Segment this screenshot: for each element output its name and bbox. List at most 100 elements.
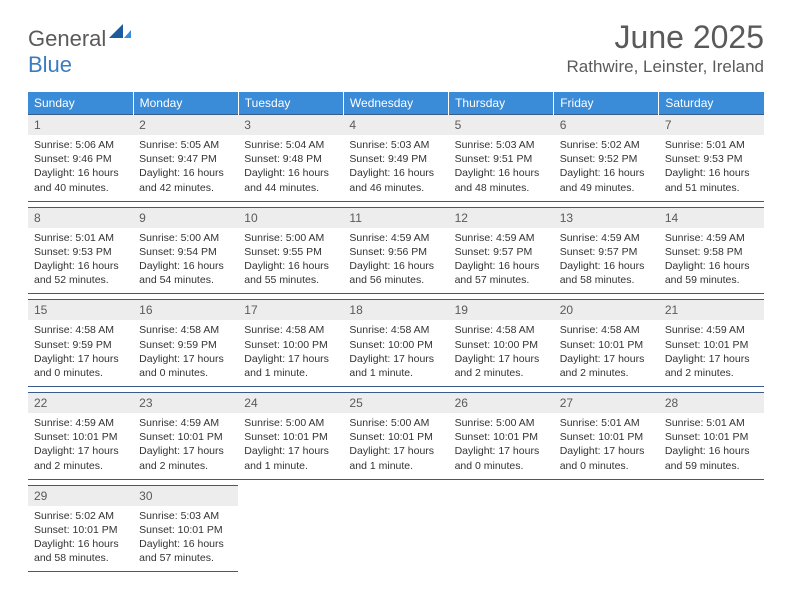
sunrise-line: Sunrise: 5:00 AM [139, 232, 219, 244]
sunset-line: Sunset: 10:01 PM [139, 431, 222, 443]
sunrise-line: Sunrise: 4:58 AM [560, 324, 640, 336]
sunrise-line: Sunrise: 4:59 AM [349, 232, 429, 244]
day-number: 19 [449, 300, 554, 321]
day-number [238, 485, 343, 506]
day-cell: Sunrise: 5:01 AMSunset: 10:01 PMDaylight… [659, 413, 764, 479]
sunset-line: Sunset: 10:00 PM [349, 339, 432, 351]
title-block: June 2025 Rathwire, Leinster, Ireland [567, 20, 765, 77]
daylight-line: Daylight: 16 hours and 42 minutes. [139, 167, 224, 193]
day-number: 14 [659, 207, 764, 228]
day-number: 9 [133, 207, 238, 228]
sunset-line: Sunset: 10:01 PM [34, 524, 117, 536]
day-number: 10 [238, 207, 343, 228]
location: Rathwire, Leinster, Ireland [567, 57, 765, 77]
daylight-line: Daylight: 17 hours and 1 minute. [244, 445, 329, 471]
sunset-line: Sunset: 9:57 PM [560, 246, 638, 258]
day-cell [238, 506, 343, 572]
day-cell [659, 506, 764, 572]
sunset-line: Sunset: 9:56 PM [349, 246, 427, 258]
dow-sat: Saturday [659, 92, 764, 115]
daynum-row: 15161718192021 [28, 300, 764, 321]
day-cell: Sunrise: 5:03 AMSunset: 10:01 PMDaylight… [133, 506, 238, 572]
day-number: 26 [449, 393, 554, 414]
daylight-line: Daylight: 17 hours and 1 minute. [244, 353, 329, 379]
day-number: 17 [238, 300, 343, 321]
day-cell: Sunrise: 5:01 AMSunset: 9:53 PMDaylight:… [28, 228, 133, 294]
daylight-line: Daylight: 16 hours and 54 minutes. [139, 260, 224, 286]
daylight-line: Daylight: 17 hours and 2 minutes. [34, 445, 119, 471]
day-cell: Sunrise: 5:00 AMSunset: 10:01 PMDaylight… [343, 413, 448, 479]
daylight-line: Daylight: 17 hours and 0 minutes. [139, 353, 224, 379]
day-number: 28 [659, 393, 764, 414]
daylight-line: Daylight: 17 hours and 2 minutes. [139, 445, 224, 471]
day-cell: Sunrise: 4:58 AM Sunset: 10:00 PM Daylight… [343, 320, 448, 386]
daylight-line: Daylight: 16 hours and 51 minutes. [665, 167, 750, 193]
day-cell: Sunrise: 5:06 AMSunset: 9:46 PMDaylight:… [28, 135, 133, 201]
daynum-row: 2930 [28, 485, 764, 506]
sunset-line: Sunset: 9:47 PM [139, 153, 217, 165]
daylight-line: Daylight: 17 hours and 2 minutes. [665, 353, 750, 379]
dow-wed: Wednesday [343, 92, 448, 115]
day-number: 30 [133, 485, 238, 506]
day-cell: Sunrise: 5:00 AMSunset: 10:01 PMDaylight… [449, 413, 554, 479]
day-number [343, 485, 448, 506]
sunrise-line: Sunrise: 5:00 AM [244, 232, 324, 244]
day-cell: Sunrise: 4:58 AM Sunset: 10:00 PM Daylight… [449, 320, 554, 386]
sunrise-line: Sunrise: 5:00 AM [349, 417, 429, 429]
sunset-line: Sunset: 10:01 PM [560, 431, 643, 443]
day-number: 13 [554, 207, 659, 228]
day-number [449, 485, 554, 506]
day-number: 4 [343, 115, 448, 136]
daydata-row: Sunrise: 5:02 AMSunset: 10:01 PMDaylight… [28, 506, 764, 572]
sunrise-line: Sunrise: 4:58 AM [34, 324, 114, 336]
day-number: 23 [133, 393, 238, 414]
dow-row: Sunday Monday Tuesday Wednesday Thursday… [28, 92, 764, 115]
daylight-line: Daylight: 16 hours and 48 minutes. [455, 167, 540, 193]
day-cell: Sunrise: 4:58 AMSunset: 10:01 PMDaylight… [554, 320, 659, 386]
day-number: 18 [343, 300, 448, 321]
sunrise-line: Sunrise: 5:02 AM [34, 510, 114, 522]
day-cell: Sunrise: 5:04 AMSunset: 9:48 PMDaylight:… [238, 135, 343, 201]
day-number: 20 [554, 300, 659, 321]
sunrise-line: Sunrise: 4:59 AM [665, 232, 745, 244]
logo-word-general: General [28, 26, 106, 51]
day-cell: Sunrise: 5:02 AMSunset: 10:01 PMDaylight… [28, 506, 133, 572]
sunrise-line: Sunrise: 5:00 AM [244, 417, 324, 429]
day-cell: Sunrise: 5:05 AMSunset: 9:47 PMDaylight:… [133, 135, 238, 201]
sunrise-line: Sunrise: 4:58 AM [139, 324, 219, 336]
day-cell: Sunrise: 5:03 AMSunset: 9:49 PMDaylight:… [343, 135, 448, 201]
sunrise-line: Sunrise: 5:01 AM [665, 417, 745, 429]
daydata-row: Sunrise: 5:01 AMSunset: 9:53 PMDaylight:… [28, 228, 764, 294]
sunset-line: Sunset: 10:00 PM [455, 339, 538, 351]
daylight-line: Daylight: 16 hours and 46 minutes. [349, 167, 434, 193]
daylight-line: Daylight: 16 hours and 44 minutes. [244, 167, 329, 193]
logo: General Blue [28, 20, 131, 78]
day-number [659, 485, 764, 506]
sunrise-line: Sunrise: 4:59 AM [455, 232, 535, 244]
day-cell: Sunrise: 4:58 AMSunset: 9:59 PMDaylight:… [133, 320, 238, 386]
daynum-row: 891011121314 [28, 207, 764, 228]
day-cell: Sunrise: 4:59 AMSunset: 9:58 PMDaylight:… [659, 228, 764, 294]
sunrise-line: Sunrise: 4:58 AM [455, 324, 535, 336]
day-number: 16 [133, 300, 238, 321]
day-cell: Sunrise: 5:00 AMSunset: 9:55 PMDaylight:… [238, 228, 343, 294]
daylight-line: Daylight: 17 hours and 0 minutes. [455, 445, 540, 471]
sunset-line: Sunset: 10:01 PM [139, 524, 222, 536]
daylight-line: Daylight: 17 hours and 1 minute. [349, 353, 434, 379]
sunrise-line: Sunrise: 4:58 AM [244, 324, 324, 336]
sunset-line: Sunset: 9:51 PM [455, 153, 533, 165]
sail-icon [109, 24, 131, 45]
day-number: 11 [343, 207, 448, 228]
dow-mon: Monday [133, 92, 238, 115]
day-cell: Sunrise: 4:58 AMSunset: 10:00 PMDaylight… [238, 320, 343, 386]
day-number: 25 [343, 393, 448, 414]
daylight-line: Daylight: 17 hours and 0 minutes. [560, 445, 645, 471]
sunrise-line: Sunrise: 4:58 AM [349, 324, 429, 336]
sunset-line: Sunset: 10:01 PM [34, 431, 117, 443]
day-number: 8 [28, 207, 133, 228]
logo-text: General Blue [28, 26, 131, 78]
day-number [554, 485, 659, 506]
sunset-line: Sunset: 9:55 PM [244, 246, 322, 258]
daylight-line: Daylight: 17 hours and 2 minutes. [455, 353, 540, 379]
daylight-line: Daylight: 16 hours and 57 minutes. [455, 260, 540, 286]
